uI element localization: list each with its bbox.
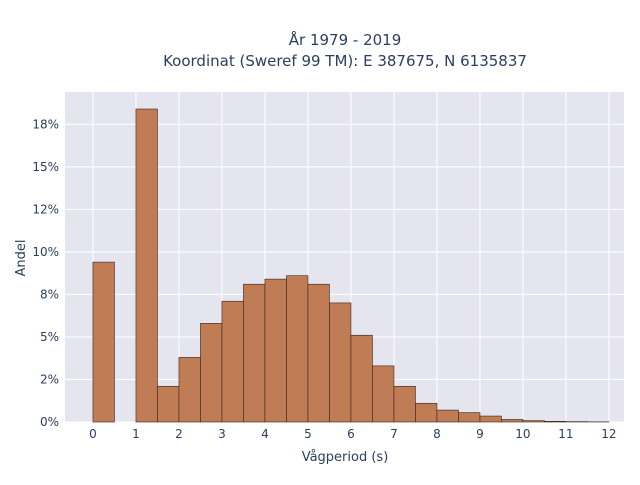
x-tick-label: 12	[601, 427, 616, 441]
histogram-bar	[243, 284, 265, 422]
x-tick-label: 2	[175, 427, 183, 441]
x-tick-label: 1	[132, 427, 140, 441]
x-tick-label: 8	[433, 427, 441, 441]
x-tick-label: 5	[304, 427, 312, 441]
x-tick-label: 11	[558, 427, 573, 441]
histogram-bar	[394, 386, 416, 422]
histogram-bar	[458, 413, 480, 422]
histogram-bar	[136, 109, 158, 422]
chart-title-line-2: Koordinat (Sweref 99 TM): E 387675, N 61…	[163, 52, 527, 70]
histogram-bar	[200, 323, 222, 422]
y-axis-title: Andel	[14, 240, 29, 277]
histogram-bar	[437, 410, 459, 422]
y-tick-label: 8%	[40, 287, 59, 301]
x-tick-label: 7	[390, 427, 398, 441]
x-tick-label: 4	[261, 427, 269, 441]
y-tick-label: 5%	[40, 330, 59, 344]
histogram-bar	[93, 262, 115, 422]
histogram-bar	[157, 386, 179, 422]
y-tick-label: 0%	[40, 415, 59, 429]
y-tick-label: 10%	[32, 245, 59, 259]
histogram-bar	[286, 276, 308, 422]
y-tick-label: 18%	[32, 117, 59, 131]
histogram-bar	[372, 366, 394, 422]
x-tick-label: 9	[476, 427, 484, 441]
y-tick-label: 15%	[32, 160, 59, 174]
histogram-bar	[329, 303, 351, 422]
histogram-bar	[480, 416, 502, 422]
histogram-bar	[308, 284, 330, 422]
histogram-bar	[179, 357, 201, 422]
histogram-bar	[222, 301, 244, 422]
y-tick-label: 2%	[40, 372, 59, 386]
x-tick-label: 3	[218, 427, 226, 441]
histogram-bar	[265, 279, 287, 422]
histogram-bar	[351, 335, 373, 422]
x-tick-label: 6	[347, 427, 355, 441]
histogram-bar	[544, 421, 566, 422]
x-axis-title: Vågperiod (s)	[302, 450, 389, 465]
histogram-bar	[415, 403, 437, 422]
y-axis-ticks: 0% 2% 5% 8% 10% 12% 15% 18%	[32, 117, 59, 429]
x-tick-label: 10	[515, 427, 530, 441]
histogram-bar	[501, 419, 523, 422]
histogram-bar	[523, 421, 545, 422]
y-tick-label: 12%	[32, 202, 59, 216]
x-tick-label: 0	[89, 427, 97, 441]
chart-title-line-1: År 1979 - 2019	[289, 30, 402, 49]
